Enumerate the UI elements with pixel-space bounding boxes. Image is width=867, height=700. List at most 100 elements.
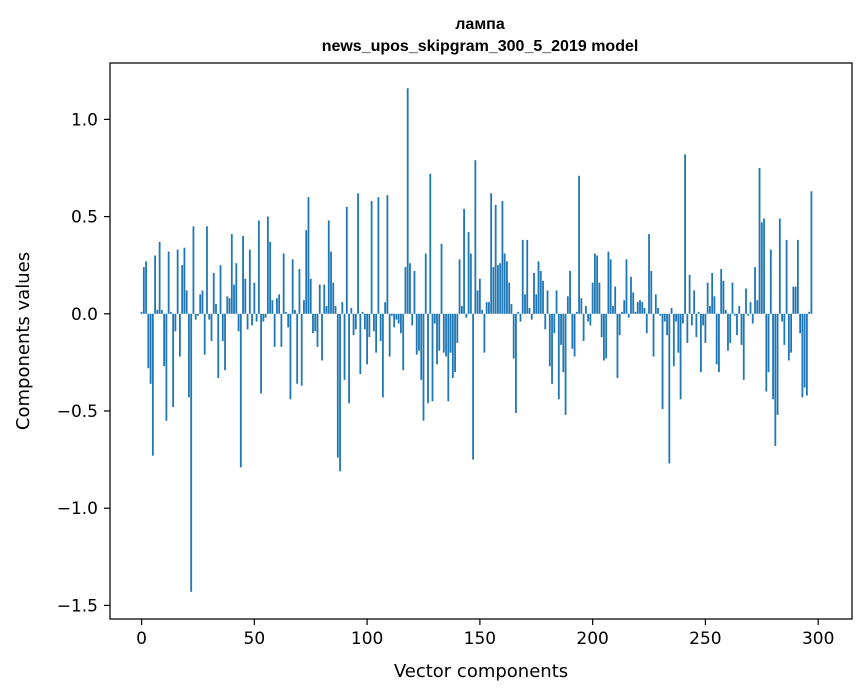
bar	[587, 313, 590, 322]
bar	[533, 272, 535, 314]
bar	[203, 313, 206, 355]
bar	[352, 313, 355, 336]
bar	[384, 302, 387, 314]
bar	[715, 313, 718, 365]
bar	[418, 313, 420, 351]
bar	[695, 313, 698, 338]
bar	[810, 191, 813, 314]
y-tick-label: −1.0	[57, 499, 98, 519]
bar	[431, 313, 434, 402]
bar	[524, 294, 526, 314]
bar	[445, 313, 447, 357]
bar	[312, 313, 314, 334]
bar	[354, 313, 357, 330]
bar	[553, 313, 556, 334]
bar	[370, 201, 373, 314]
bar	[742, 313, 745, 380]
bar	[314, 313, 317, 332]
bar	[156, 309, 159, 314]
bar	[566, 296, 569, 314]
bar	[151, 313, 154, 456]
bar	[325, 306, 328, 314]
bar	[643, 307, 646, 314]
bar	[573, 313, 576, 357]
bar	[645, 313, 648, 334]
bar	[557, 313, 560, 400]
bar	[402, 313, 405, 371]
bar	[169, 311, 172, 314]
bar	[188, 313, 190, 398]
bar	[487, 302, 490, 314]
bar	[474, 160, 477, 314]
bar	[199, 294, 202, 314]
bar	[278, 294, 281, 314]
bar	[499, 263, 502, 314]
bar	[285, 311, 287, 314]
bar	[424, 253, 427, 314]
bar	[799, 313, 802, 334]
bar	[339, 313, 341, 472]
bar	[688, 274, 691, 314]
bar	[503, 253, 506, 314]
bar	[718, 313, 720, 373]
bar	[519, 313, 522, 322]
bar	[330, 251, 332, 314]
bar	[273, 313, 276, 347]
bar	[397, 313, 400, 324]
chart-subtitle: news_upos_skipgram_300_5_2019 model	[322, 38, 639, 55]
bar	[341, 302, 344, 314]
bar	[280, 313, 283, 347]
bar	[530, 313, 533, 320]
bar	[289, 313, 292, 400]
bar	[294, 309, 296, 314]
bar	[589, 313, 592, 326]
bar	[733, 313, 736, 316]
bar	[702, 313, 705, 326]
x-tick-label: 100	[351, 629, 383, 649]
x-tick-label: 250	[689, 629, 721, 649]
bar	[368, 313, 371, 338]
bar	[596, 255, 599, 314]
bar	[469, 253, 472, 314]
bar	[264, 313, 267, 318]
bar	[321, 313, 323, 361]
bar	[652, 313, 655, 357]
bar	[253, 282, 256, 314]
bar	[551, 313, 553, 384]
bar	[598, 282, 601, 314]
bar	[142, 267, 145, 314]
bar	[548, 313, 551, 367]
plot-frame	[109, 62, 853, 620]
bar	[781, 313, 783, 322]
bar	[440, 243, 443, 314]
bar	[291, 259, 294, 314]
bar	[228, 298, 231, 314]
bar	[485, 302, 488, 314]
bar	[575, 311, 578, 314]
bar	[217, 313, 220, 378]
bar	[542, 280, 544, 314]
bar	[305, 230, 308, 314]
bar	[796, 239, 799, 314]
bar	[257, 220, 260, 314]
bar	[179, 313, 181, 357]
bar	[467, 232, 470, 314]
bar	[699, 313, 702, 373]
bar	[366, 313, 368, 365]
bar	[300, 313, 303, 386]
bar	[805, 313, 808, 396]
bar	[794, 286, 797, 314]
bar	[176, 249, 179, 314]
bar	[145, 261, 147, 314]
bar	[237, 313, 240, 332]
bar	[492, 267, 495, 314]
bar	[801, 313, 804, 398]
bar	[350, 307, 353, 314]
bar	[386, 195, 389, 314]
bar	[158, 241, 161, 314]
bar	[323, 284, 326, 314]
bar	[183, 247, 186, 314]
bar	[174, 313, 177, 332]
bar	[190, 313, 193, 592]
bar	[659, 313, 662, 316]
